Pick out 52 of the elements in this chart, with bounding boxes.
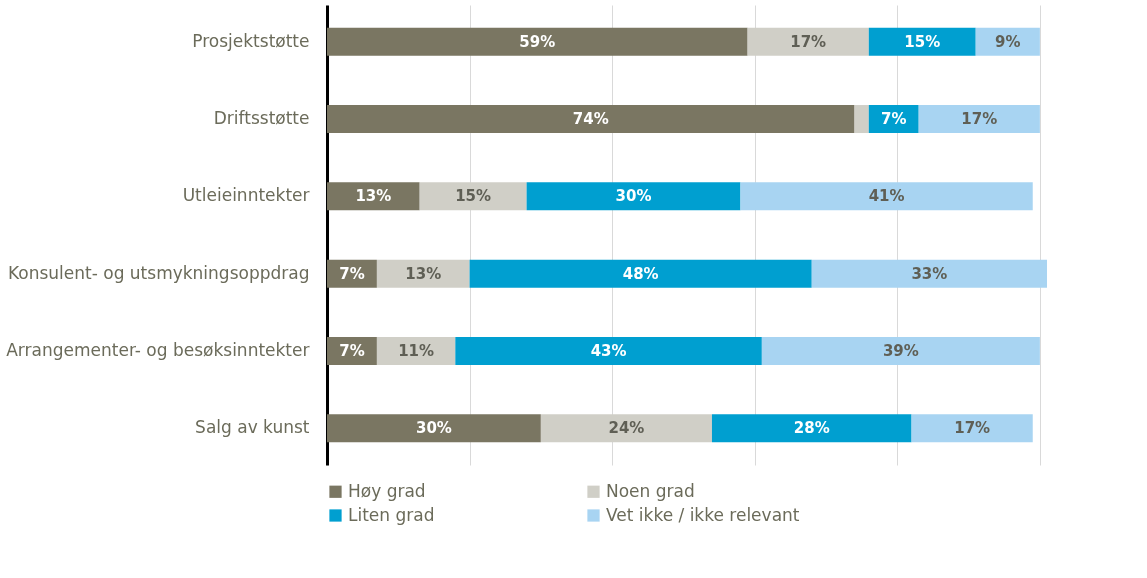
data-label: 59%	[519, 32, 556, 51]
y-tick-label: Arrangementer- og besøksinntekter	[6, 339, 310, 360]
bar	[327, 27, 748, 56]
y-tick-label: Salg av kunst	[195, 417, 310, 438]
legend-label: Høy grad	[348, 480, 426, 501]
bar	[540, 414, 712, 443]
data-label: 9%	[995, 32, 1021, 51]
bar	[811, 259, 1047, 288]
data-label: 7%	[339, 341, 365, 360]
data-label: 13%	[405, 264, 442, 283]
bar	[918, 105, 1040, 134]
legend-label: Vet ikke / ikke relevant	[606, 504, 800, 525]
data-label: 15%	[904, 32, 941, 51]
data-label: 17%	[790, 32, 827, 51]
bar	[854, 105, 869, 134]
data-label: 33%	[911, 264, 948, 283]
bar	[911, 414, 1033, 443]
data-label: 11%	[398, 341, 435, 360]
data-label: 7%	[339, 264, 365, 283]
bar	[740, 182, 1033, 211]
bar	[327, 414, 541, 443]
data-label: 30%	[415, 419, 452, 438]
bar	[327, 105, 855, 134]
bar	[711, 414, 912, 443]
bar	[327, 182, 420, 211]
y-tick-label: Driftsstøtte	[213, 108, 310, 129]
y-tick-label: Utleieinntekter	[182, 185, 310, 206]
bar	[419, 182, 527, 211]
bar	[469, 259, 812, 288]
bar	[455, 336, 762, 365]
data-label: 15%	[455, 187, 492, 206]
bar	[761, 336, 1040, 365]
data-label: 39%	[882, 341, 919, 360]
bar	[747, 27, 869, 56]
data-label: 17%	[961, 110, 998, 129]
data-label: 30%	[615, 187, 652, 206]
data-label: 24%	[608, 419, 645, 438]
y-tick-label: Prosjektstøtte	[192, 30, 310, 51]
legend-label: Liten grad	[348, 504, 435, 525]
data-label: 17%	[954, 419, 991, 438]
y-tick-label: Konsulent- og utsmykningsoppdrag	[7, 262, 310, 283]
bar	[868, 27, 976, 56]
legend-label: Noen grad	[606, 480, 695, 501]
data-label: 7%	[881, 110, 907, 129]
data-label: 13%	[355, 187, 392, 206]
bar	[526, 182, 741, 211]
data-label: 43%	[590, 341, 627, 360]
bar	[376, 259, 470, 288]
data-label: 74%	[572, 110, 609, 129]
data-label: 41%	[868, 187, 905, 206]
data-label: 28%	[793, 419, 830, 438]
data-label: 48%	[622, 264, 659, 283]
